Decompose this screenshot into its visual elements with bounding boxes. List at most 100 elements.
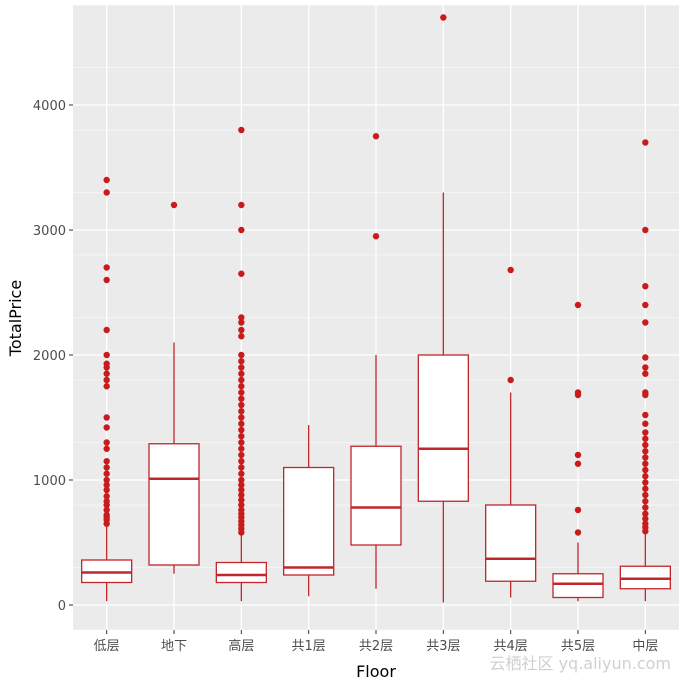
outlier-point — [642, 498, 649, 505]
outlier-point — [642, 460, 649, 467]
outlier-point — [238, 439, 245, 446]
outlier-point — [103, 493, 110, 500]
x-tick-label: 低层 — [94, 639, 120, 654]
iqr-box — [417, 354, 469, 502]
box-1 — [81, 176, 133, 602]
watermark: 云栖社区 yq.aliyun.com — [489, 654, 671, 673]
outlier-point — [238, 126, 245, 134]
outlier-point — [238, 333, 245, 340]
outlier-point — [238, 376, 245, 384]
outlier-point — [103, 370, 110, 377]
outlier-point — [238, 445, 245, 452]
outlier-point — [642, 435, 649, 442]
outlier-point — [642, 448, 649, 455]
outlier-point — [103, 498, 110, 505]
outlier-point — [103, 458, 110, 465]
box-8 — [552, 301, 604, 602]
x-tick-label: 共2层 — [359, 639, 393, 654]
outlier-point — [642, 354, 649, 361]
outlier-point — [103, 360, 110, 367]
outlier-point — [574, 460, 582, 467]
outlier-point — [642, 491, 649, 499]
outlier-point — [103, 439, 110, 446]
outlier-point — [642, 466, 649, 474]
x-tick-label: 共4层 — [494, 639, 528, 654]
outlier-point — [642, 510, 649, 517]
outlier-point — [103, 476, 110, 484]
iqr-box — [485, 504, 537, 582]
outlier-point — [103, 383, 110, 390]
iqr-box — [350, 445, 402, 546]
outlier-point — [238, 226, 245, 234]
outlier-point — [103, 264, 110, 271]
outlier-point — [642, 454, 649, 461]
iqr-box — [148, 443, 200, 566]
outlier-point — [642, 429, 649, 436]
box-4 — [283, 425, 335, 597]
iqr-box — [552, 573, 604, 599]
outlier-point — [103, 376, 110, 384]
outlier-point — [238, 364, 245, 371]
outlier-point — [238, 314, 245, 321]
outlier-point — [103, 481, 110, 489]
outlier-point — [103, 351, 110, 359]
outlier-point — [238, 486, 245, 494]
outlier-point — [238, 408, 245, 415]
y-tick-label: 0 — [58, 599, 66, 614]
outlier-point — [238, 414, 245, 421]
outlier-point — [642, 420, 649, 427]
outlier-point — [642, 441, 649, 449]
outlier-point — [642, 473, 649, 480]
outlier-point — [642, 319, 649, 326]
box-9 — [619, 139, 671, 602]
outlier-point — [238, 496, 245, 504]
outlier-point — [238, 464, 245, 471]
outlier-point — [574, 529, 582, 536]
outlier-point — [642, 515, 649, 522]
outlier-point — [103, 424, 110, 431]
outlier-point — [642, 301, 649, 309]
x-tick-label: 地下 — [161, 639, 187, 654]
outlier-point — [103, 176, 110, 184]
outlier-point — [238, 383, 245, 390]
x-axis-title: Floor — [356, 662, 396, 681]
outlier-point — [238, 326, 245, 334]
outlier-point — [238, 420, 245, 427]
outlier-point — [642, 504, 649, 511]
outlier-point — [238, 501, 245, 509]
outlier-point — [238, 370, 245, 377]
outlier-point — [507, 376, 514, 384]
outlier-point — [238, 389, 245, 396]
outlier-point — [642, 370, 649, 377]
outlier-point — [642, 139, 649, 146]
y-axis-title: TotalPrice — [6, 280, 25, 357]
outlier-point — [238, 426, 245, 434]
outlier-point — [372, 233, 380, 240]
box-6 — [417, 14, 469, 603]
box-3 — [215, 126, 267, 602]
outlier-point — [103, 486, 110, 494]
x-axis: 低层 地下 高层 共1层 共2层 共3层 共4层 共5层 中层 — [94, 630, 658, 654]
outlier-point — [642, 389, 649, 396]
outlier-point — [238, 481, 245, 489]
y-tick-label: 4000 — [33, 99, 66, 114]
box-7 — [485, 266, 537, 598]
x-tick-label: 共3层 — [426, 639, 460, 654]
outlier-point — [642, 479, 649, 486]
x-tick-label: 中层 — [632, 639, 658, 654]
outlier-point — [642, 485, 649, 492]
y-tick-label: 2000 — [33, 349, 66, 364]
outlier-point — [238, 401, 245, 409]
outlier-point — [574, 301, 582, 309]
iqr-box — [215, 561, 267, 584]
outlier-point — [574, 389, 582, 396]
outlier-point — [238, 319, 245, 326]
y-tick-label: 3000 — [33, 224, 66, 239]
y-tick-label: 1000 — [33, 474, 66, 489]
outlier-point — [642, 520, 649, 527]
iqr-box — [283, 466, 335, 576]
outlier-point — [103, 189, 110, 196]
outlier-point — [103, 511, 110, 519]
